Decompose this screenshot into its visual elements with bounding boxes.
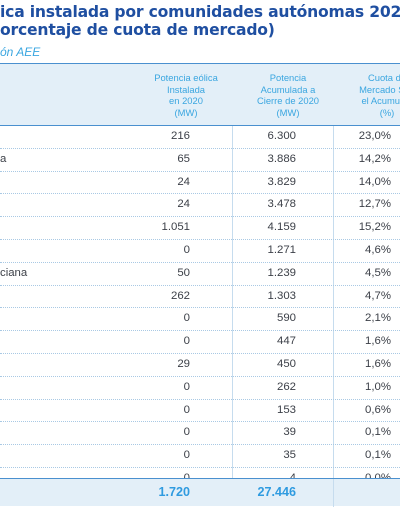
header-cumulative-2020: Potencia Acumulada a Cierre de 2020 (MW) [256, 72, 320, 118]
share-cell: 12,7% [358, 198, 391, 211]
table-row: 0 590 2,1% [0, 308, 400, 332]
installed-cell: 216 [170, 130, 190, 142]
installed-cell: 1.051 [161, 221, 190, 234]
total-cumulative: 27.446 [257, 485, 296, 499]
region-cell: ciana [0, 266, 28, 279]
column-divider [333, 126, 334, 478]
table-title: ica instalada por comunidades autónomas … [0, 3, 400, 39]
header-market-share: Cuota de Mercado Sob el Acumulad (%) [359, 72, 400, 118]
installed-cell: 0 [183, 243, 190, 256]
table-row: 0 1.271 4,6% [0, 240, 400, 263]
title-line-1: ica instalada por comunidades autónomas … [0, 3, 400, 21]
cumulative-cell: 1.303 [267, 289, 296, 302]
share-cell: 4,6% [365, 243, 391, 256]
cumulative-cell: 3.478 [267, 198, 296, 211]
table-row: 1.051 4.159 15,2% [0, 217, 400, 240]
cumulative-cell: 3.829 [267, 175, 296, 188]
installed-cell: 65 [177, 152, 190, 165]
share-cell: 0,1% [365, 426, 391, 439]
table-row: 262 1.303 4,7% [0, 286, 400, 309]
share-cell: 1,6% [365, 335, 391, 348]
installed-cell: 0 [183, 449, 190, 462]
table-row: 0 262 1,0% [0, 377, 400, 400]
installed-cell: 24 [177, 175, 190, 188]
header-installed-2020: Potencia eólica Instalada en 2020 (MW) [154, 72, 218, 118]
cumulative-cell: 4.159 [267, 221, 296, 234]
installed-cell: 0 [183, 380, 190, 393]
cumulative-cell: 450 [276, 357, 296, 370]
region-cell: a [0, 152, 7, 165]
column-divider [333, 479, 334, 507]
share-cell: 0,6% [365, 403, 391, 416]
share-cell: 4,7% [365, 289, 391, 302]
table-row: 0 447 1,6% [0, 331, 400, 354]
table-row: 216 6.300 23,0% [0, 126, 400, 149]
cumulative-cell: 153 [276, 403, 296, 416]
cumulative-cell: 447 [276, 335, 296, 348]
cumulative-cell: 6.300 [267, 130, 296, 142]
total-installed: 1.720 [158, 485, 190, 499]
cumulative-cell: 590 [276, 312, 296, 325]
installed-cell: 0 [183, 312, 190, 325]
cumulative-cell: 3.886 [267, 152, 296, 165]
table-body: 216 6.300 23,0% a 65 3.886 14,2% 24 3.829 14,0% 24… [0, 126, 400, 491]
table-row: ciana 50 1.239 4,5% [0, 263, 400, 286]
title-line-2: orcentaje de cuota de mercado) [0, 21, 275, 39]
column-divider [232, 126, 233, 478]
table-row: a 65 3.886 14,2% [0, 149, 400, 172]
installed-cell: 0 [183, 426, 190, 439]
cumulative-cell: 262 [276, 380, 296, 393]
installed-cell: 0 [184, 472, 190, 484]
installed-cell: 50 [177, 266, 190, 279]
table-row: 29 450 1,6% [0, 354, 400, 377]
share-cell: 14,2% [358, 152, 391, 165]
cumulative-cell: 4 [290, 472, 296, 484]
installed-cell: 262 [170, 289, 190, 302]
share-cell: 15,2% [358, 221, 391, 234]
share-cell: 23,0% [358, 130, 391, 142]
table-row: 0 39 0,1% [0, 422, 400, 446]
share-cell: 2,1% [365, 312, 391, 325]
table-row: 0 35 0,1% [0, 445, 400, 468]
share-cell: 1,0% [365, 380, 391, 393]
installed-cell: 0 [183, 335, 190, 348]
installed-cell: 24 [177, 198, 190, 211]
installed-cell: 0 [183, 403, 190, 416]
total-row: 1.720 27.446 [0, 478, 400, 507]
installed-cell: 29 [177, 357, 190, 370]
cumulative-cell: 1.271 [267, 243, 296, 256]
share-cell: 1,6% [365, 357, 391, 370]
table-row: 0 153 0,6% [0, 400, 400, 423]
cumulative-cell: 1.239 [267, 266, 296, 279]
cumulative-cell: 35 [283, 449, 296, 462]
share-cell: 14,0% [358, 175, 391, 188]
table-row: 24 3.478 12,7% [0, 194, 400, 218]
source-note: ón AEE [0, 45, 41, 59]
cumulative-cell: 39 [283, 426, 296, 439]
table-row: 24 3.829 14,0% [0, 172, 400, 195]
share-cell: 0,1% [365, 449, 391, 462]
table-header: Potencia eólica Instalada en 2020 (MW) P… [0, 63, 400, 126]
share-cell: 4,5% [365, 266, 391, 279]
